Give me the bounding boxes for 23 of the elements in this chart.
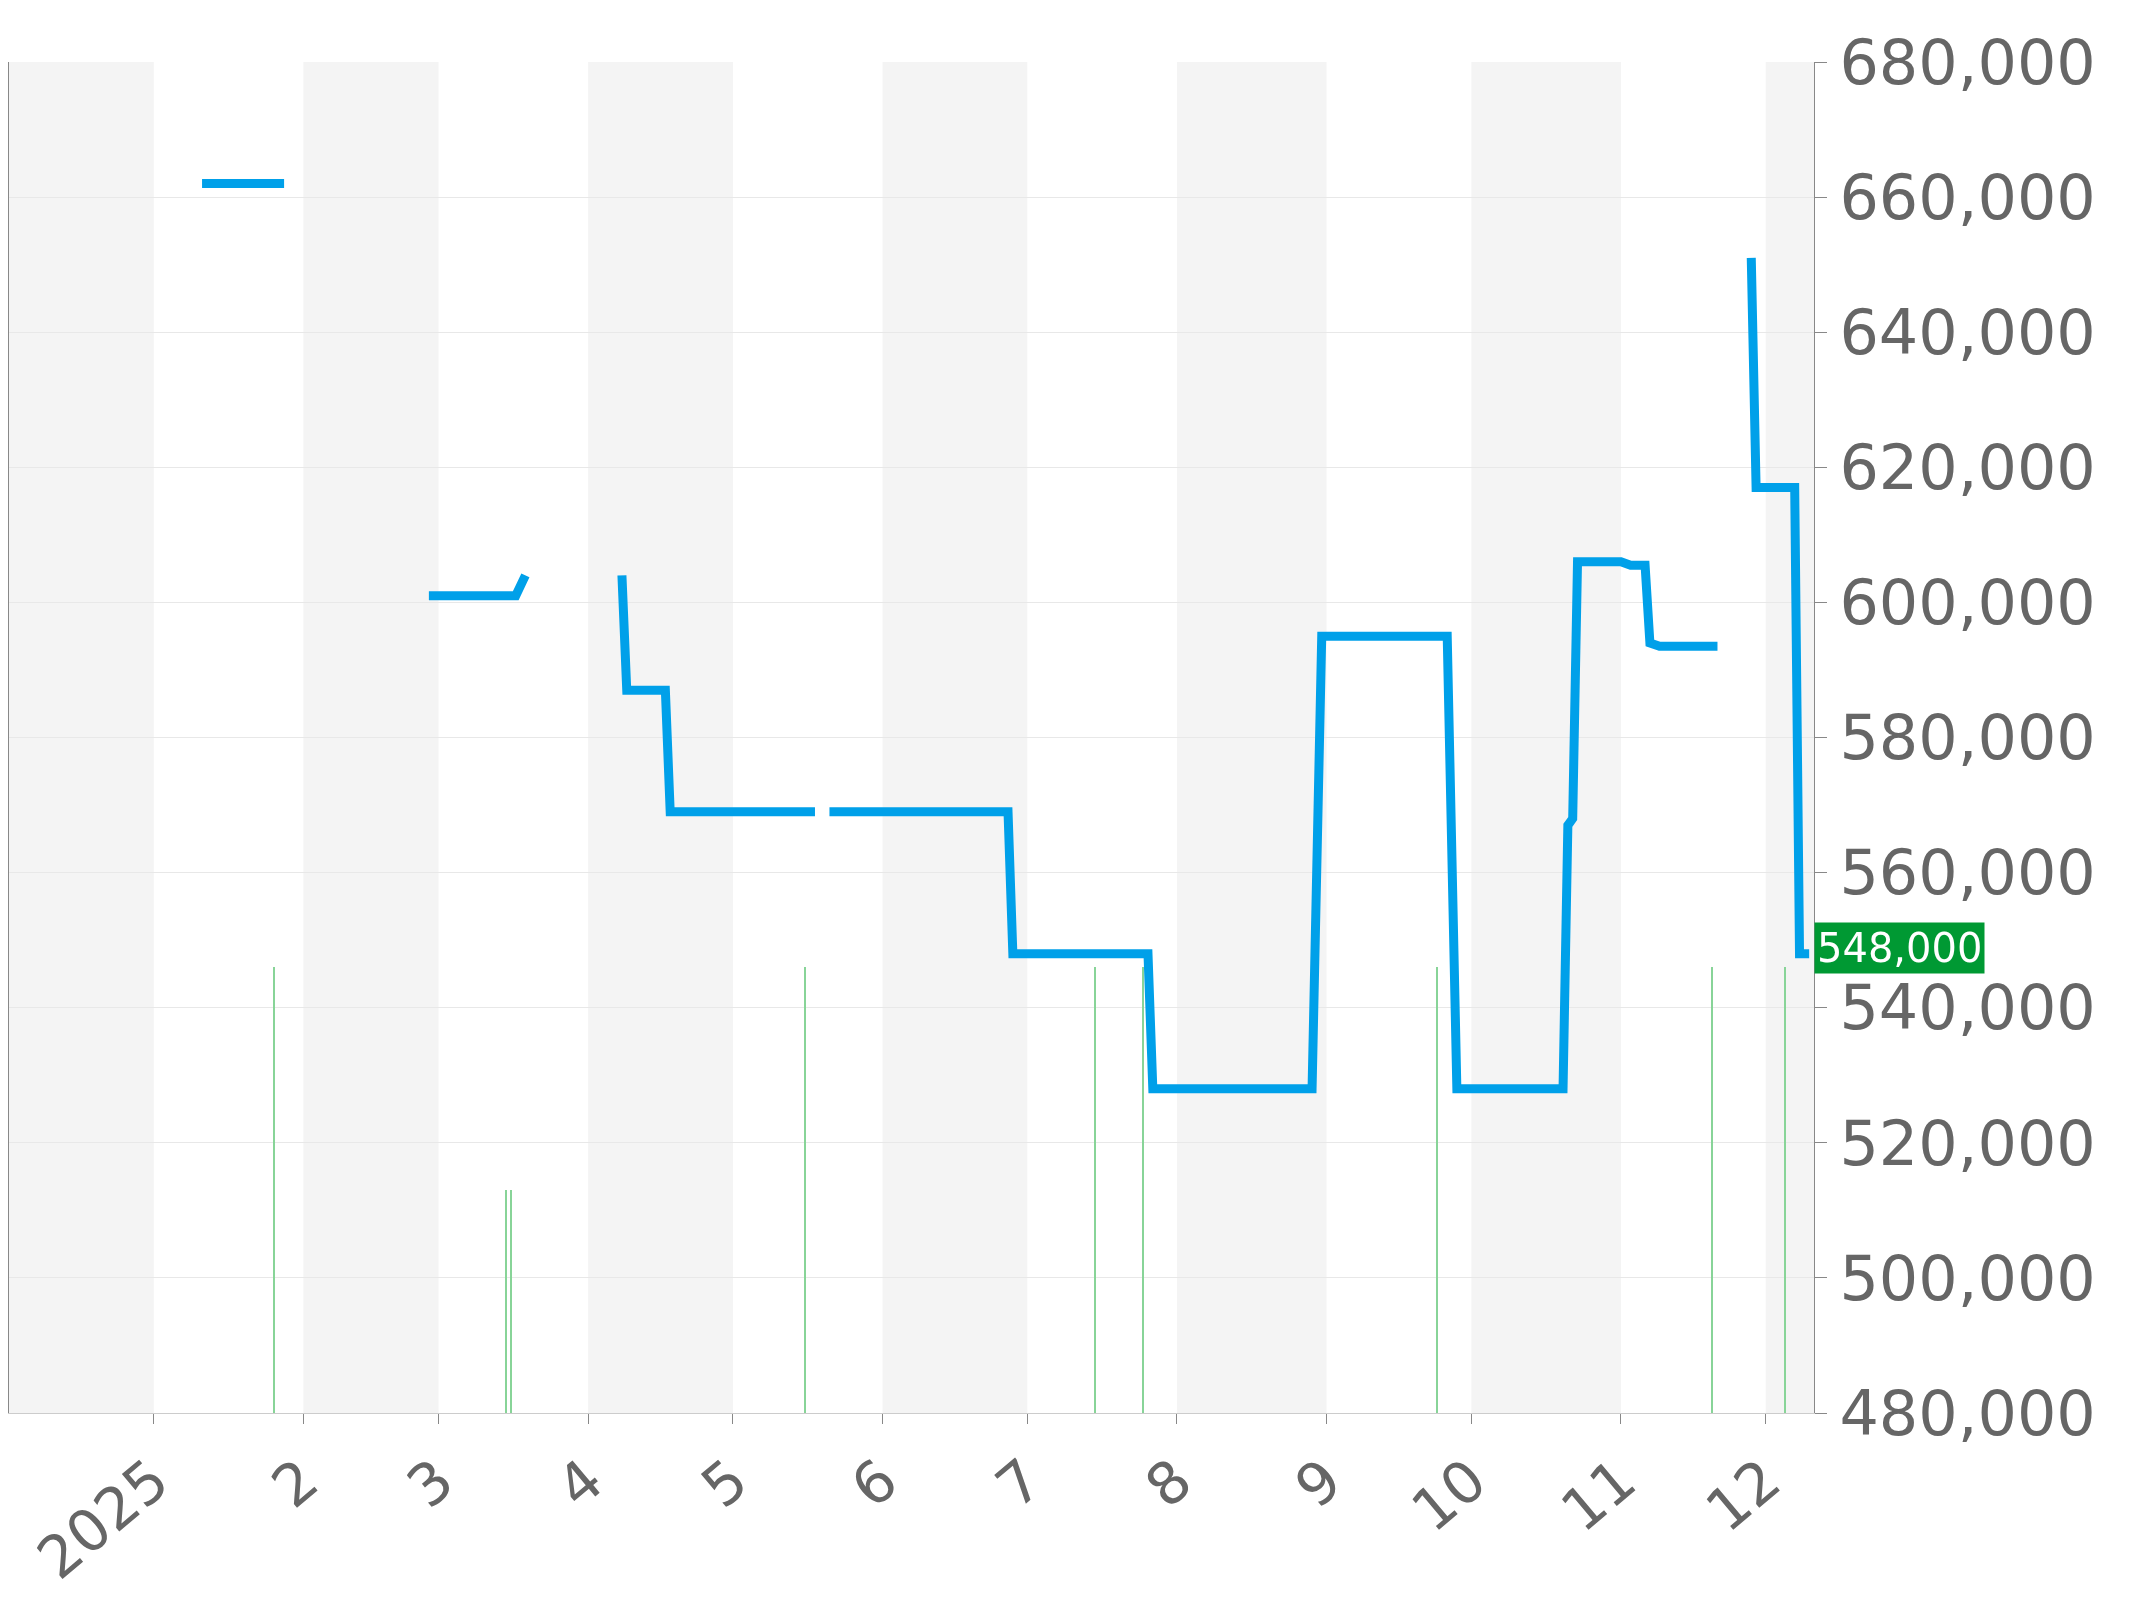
x-tick-label: 9 (1282, 1445, 1355, 1522)
x-tick-label: 10 (1398, 1445, 1499, 1545)
y-tick-label: 680,000 (1839, 25, 2096, 99)
y-tick-label: 480,000 (1839, 1376, 2096, 1450)
y-tick-label: 620,000 (1839, 431, 2096, 504)
y-tick-label: 660,000 (1839, 160, 2096, 234)
x-tick-label: 5 (688, 1445, 761, 1522)
y-tick-label: 640,000 (1839, 295, 2096, 369)
x-tick-label: 4 (543, 1445, 616, 1522)
y-tick-label: 560,000 (1839, 836, 2096, 910)
x-tick-label: 6 (838, 1445, 911, 1522)
x-tick-label: 12 (1693, 1445, 1794, 1545)
y-tick-label: 540,000 (1839, 971, 2096, 1045)
y-tick-label: 500,000 (1839, 1241, 2096, 1315)
x-tick-label: 3 (394, 1445, 467, 1522)
x-tick-label: 2 (259, 1445, 332, 1522)
text: 548,000 (1817, 925, 1983, 971)
y-tick-label: 600,000 (1839, 566, 2096, 640)
x-tick-label: 11 (1548, 1445, 1649, 1545)
x-tick-label: 7 (982, 1445, 1055, 1522)
y-tick-label: 520,000 (1839, 1106, 2096, 1180)
x-tick-label: 8 (1132, 1445, 1205, 1522)
y-tick-label: 580,000 (1839, 701, 2096, 775)
